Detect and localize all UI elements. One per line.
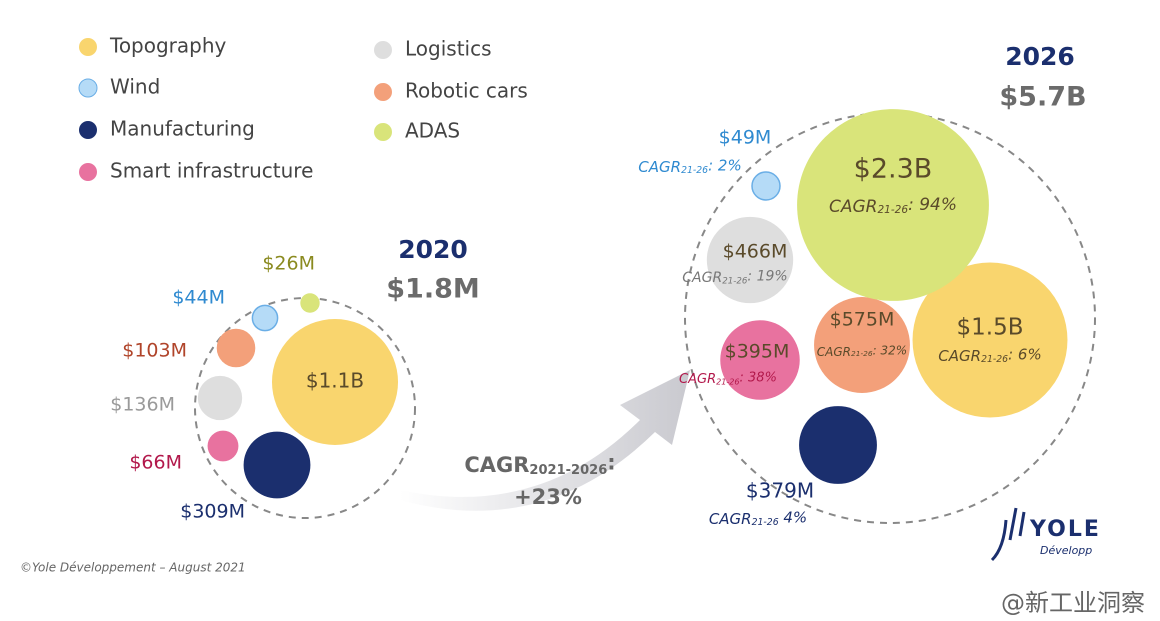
- text-part: : 19%: [747, 268, 787, 284]
- subscript: 21-26: [752, 516, 779, 527]
- growth-value: +23%: [514, 485, 582, 509]
- value-label: $379M: [746, 479, 814, 503]
- subscript: 21-26: [877, 204, 908, 216]
- text-part: CAGR: [464, 453, 529, 477]
- legend-marker: [374, 123, 392, 141]
- bubble: [251, 304, 279, 332]
- bubble: [797, 109, 989, 301]
- legend-label: Robotic cars: [405, 79, 528, 103]
- value-label: $395M: [725, 341, 790, 363]
- source: ©Yole Développement – August 2021: [20, 561, 246, 575]
- value-label: $309M: [180, 501, 245, 523]
- cagr-label: CAGR21-26: 6%: [938, 345, 1041, 365]
- legend-marker: [79, 163, 97, 181]
- logo-mark: [990, 507, 1026, 562]
- text-part: CAGR: [817, 345, 851, 359]
- logo-name: YOLE: [1029, 517, 1101, 542]
- legend-label: Smart infrastructure: [110, 159, 313, 183]
- bubble: [751, 171, 781, 201]
- legend-label: Manufacturing: [110, 117, 255, 141]
- subscript: 21-26: [681, 164, 708, 175]
- cagr-label: CAGR21-26: 32%: [817, 343, 907, 358]
- text-part: CAGR: [709, 510, 752, 528]
- cagr-label: CAGR21-26: 94%: [829, 195, 957, 217]
- value-label: $66M: [129, 452, 182, 474]
- text-part: : 38%: [740, 370, 777, 385]
- text-part: : 6%: [1008, 345, 1042, 363]
- subscript: 21-26: [722, 276, 748, 286]
- bubble: [814, 297, 910, 393]
- legend-marker: [374, 41, 392, 59]
- bubble: [271, 318, 399, 446]
- cagr-label: CAGR21-26: 38%: [679, 370, 777, 386]
- legend-label: ADAS: [405, 119, 460, 143]
- text-part: :: [607, 451, 615, 475]
- value-label: $1.1B: [306, 369, 364, 393]
- text-part: : 94%: [908, 195, 957, 215]
- text-part: CAGR: [638, 158, 681, 176]
- cagr-label: CAGR21-26: 2%: [638, 156, 741, 176]
- legend-marker: [374, 83, 392, 101]
- legend-marker: [79, 121, 97, 139]
- text-part: CAGR: [829, 197, 878, 217]
- logo-sub: Développ: [1040, 544, 1092, 557]
- value-label: $44M: [172, 287, 225, 309]
- bubble: [720, 320, 800, 400]
- value-label: $49M: [719, 127, 772, 149]
- growth-arrow: [400, 370, 690, 511]
- value-label: $466M: [723, 241, 788, 263]
- growth-label: CAGR2021-2026:: [464, 451, 615, 478]
- panel-year: 2026: [1005, 42, 1075, 71]
- bubble: [706, 216, 794, 304]
- value-label: $1.5B: [957, 315, 1024, 341]
- cagr-label: CAGR21-26 4%: [709, 508, 807, 528]
- value-label: $2.3B: [854, 154, 933, 185]
- bubble: [243, 431, 311, 499]
- value-label: $136M: [110, 394, 175, 416]
- watermark: @新工业洞察: [1001, 589, 1145, 617]
- legend-marker: [78, 78, 98, 98]
- value-label: $26M: [262, 253, 315, 275]
- panel-total: $1.8M: [386, 274, 480, 305]
- value-label: $103M: [122, 340, 187, 362]
- bubble: [216, 328, 256, 368]
- text-part: CAGR: [938, 347, 981, 365]
- text-part: 4%: [779, 508, 808, 526]
- legend-label: Logistics: [405, 37, 492, 61]
- text-part: : 32%: [873, 343, 908, 357]
- value-label: $575M: [830, 309, 895, 331]
- subscript: 21-26: [851, 349, 873, 358]
- subscript: 21-26: [716, 377, 739, 386]
- subscript: 21-26: [981, 353, 1008, 364]
- text-part: CAGR: [679, 372, 716, 387]
- panel-year: 2020: [398, 235, 468, 264]
- legend-marker: [79, 38, 97, 56]
- bubble: [207, 430, 239, 462]
- market-outline-2020: [194, 297, 416, 519]
- cagr-label: CAGR21-26: 19%: [682, 268, 787, 286]
- text-part: CAGR: [682, 270, 722, 286]
- bubble: [799, 406, 877, 484]
- legend-label: Wind: [110, 75, 160, 99]
- bubble: [197, 375, 243, 421]
- legend-label: Topography: [109, 34, 227, 58]
- text-part: : 2%: [708, 156, 742, 174]
- bubble: [912, 262, 1068, 418]
- bubble: [300, 293, 320, 313]
- panel-total: $5.7B: [999, 82, 1086, 113]
- subscript: 2021-2026: [529, 462, 607, 477]
